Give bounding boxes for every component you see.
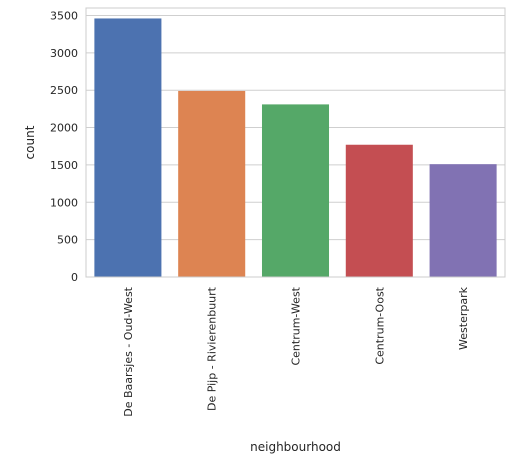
y-tick-label: 1500 (50, 159, 78, 172)
x-tick-label: Centrum-Oost (373, 286, 386, 364)
bar (178, 90, 246, 277)
bar (345, 144, 413, 277)
x-tick-label: Centrum-West (290, 286, 303, 365)
y-tick-label: 2000 (50, 122, 78, 135)
x-tick-label: De Baarsjes - Oud-West (122, 286, 135, 416)
bar (94, 18, 162, 277)
y-tick-label: 3500 (50, 9, 78, 22)
x-axis-title: neighbourhood (250, 440, 341, 454)
y-axis-title: count (23, 125, 37, 159)
bar (261, 104, 330, 278)
y-tick-label: 2500 (50, 84, 78, 97)
y-tick-label: 500 (57, 234, 78, 247)
y-tick-label: 3000 (50, 47, 78, 60)
x-tick-label: De Pijp - Rivierenbuurt (206, 286, 219, 411)
y-tick-label: 0 (71, 271, 78, 284)
bar (429, 164, 497, 277)
y-axis-ticks: 0 500 1000 1500 2000 2500 3000 3500 (50, 9, 78, 284)
y-tick-label: 1000 (50, 196, 78, 209)
x-tick-label: Westerpark (457, 286, 470, 350)
plot-frame (85, 7, 506, 278)
bars (94, 18, 497, 278)
x-axis-ticks: De Baarsjes - Oud-West De Pijp - Rivieren… (122, 286, 470, 416)
